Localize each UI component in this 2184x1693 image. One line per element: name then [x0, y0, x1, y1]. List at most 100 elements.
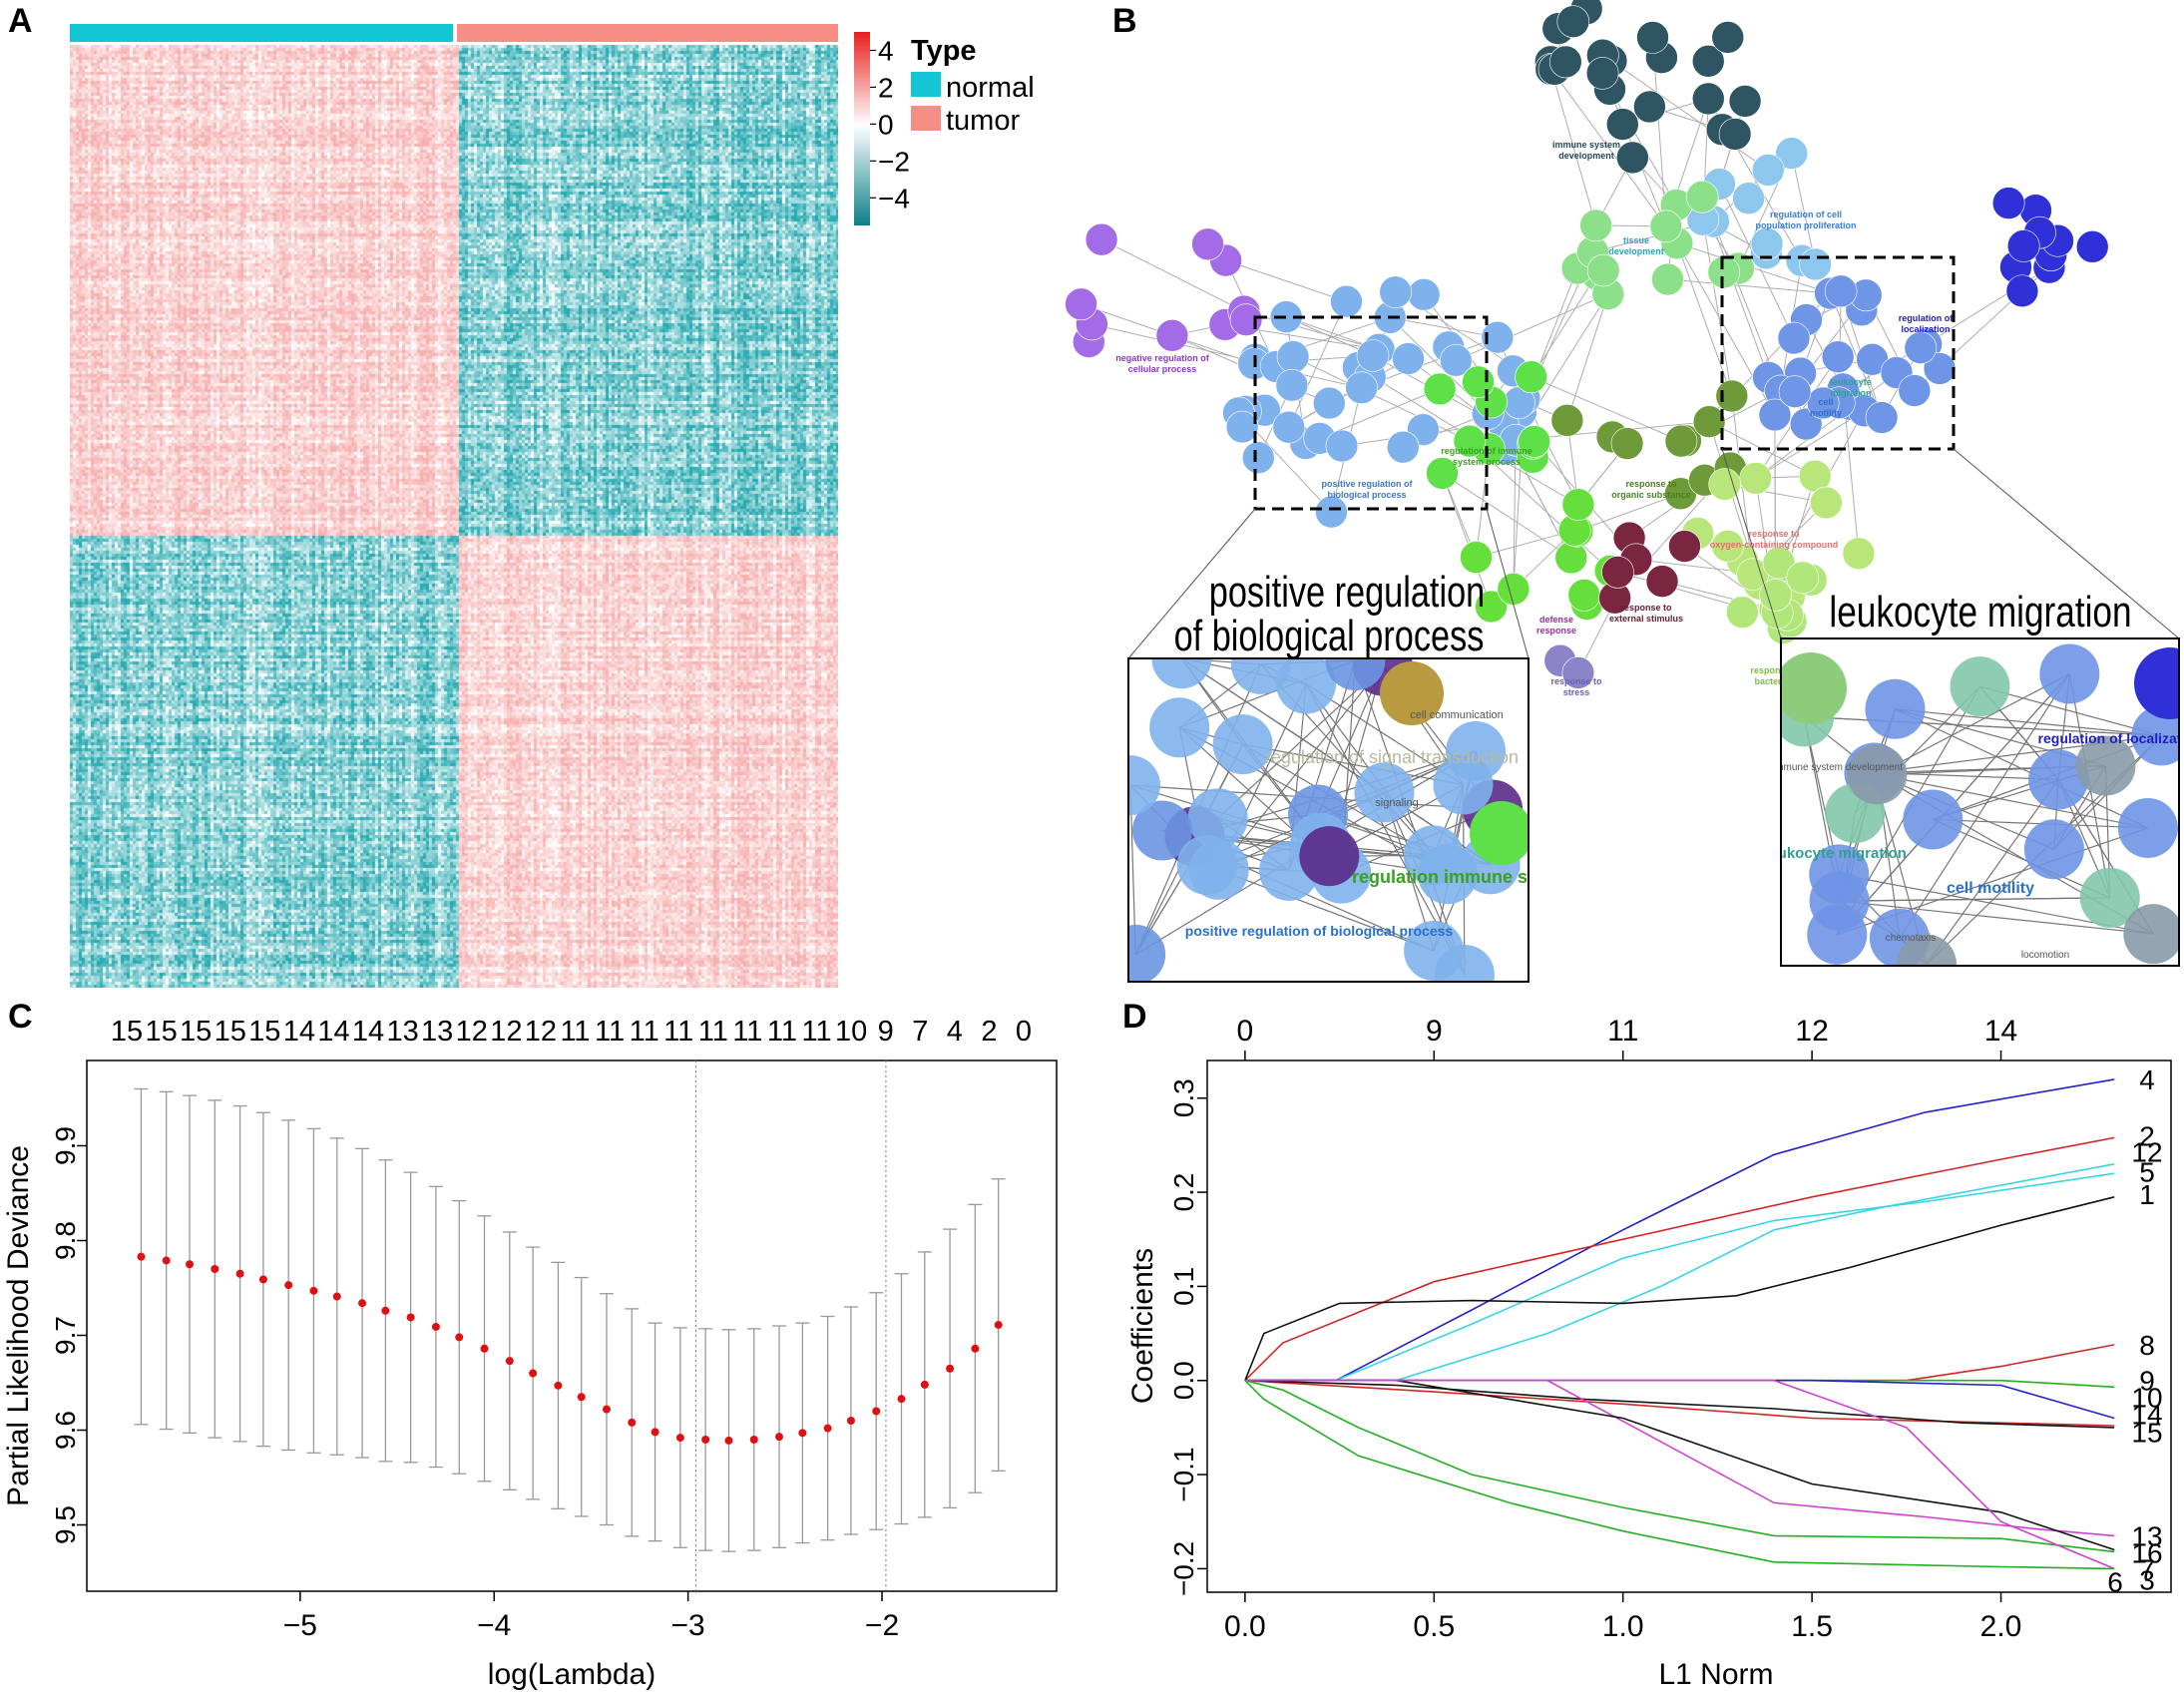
y-tick-label: 9.7 [50, 1316, 81, 1355]
inset-edge [1877, 773, 2149, 829]
inset-edge [1933, 818, 2110, 899]
network-node [1518, 425, 1550, 458]
top-label: 14 [283, 1016, 315, 1048]
cluster-label: tissue [1623, 235, 1649, 245]
x-axis-ticks: 0.0 0.5 1.0 1.5 2.0 [1224, 1592, 2021, 1643]
network-node [1821, 340, 1855, 373]
inset-node [1897, 934, 1958, 966]
network-node [1664, 424, 1698, 458]
top-label: 11 [732, 1016, 762, 1048]
x-axis-ticks: −5 −4 −3 −2 [283, 1591, 899, 1642]
inset-edge [1839, 900, 2154, 935]
inset-node [1354, 762, 1415, 823]
inset-edge [1926, 779, 2059, 965]
coef-line-3 [1244, 1379, 2115, 1570]
inset-node [1128, 924, 1166, 982]
line-label: 15 [2131, 1418, 2162, 1449]
network-node [1649, 210, 1683, 243]
cluster-label: external stimulus [1609, 614, 1683, 624]
network-node [1758, 398, 1792, 432]
inset-node [1151, 658, 1212, 689]
network-node [1777, 321, 1811, 355]
network-node [1601, 556, 1634, 589]
network-edge [1442, 473, 1572, 559]
top-label: 7 [912, 1016, 928, 1048]
network-edge [1100, 238, 1245, 312]
network-node [1191, 227, 1224, 261]
inset-label: cell motility [1947, 880, 2034, 897]
coef-line-7 [1244, 1379, 2115, 1553]
inset-node [1299, 826, 1360, 887]
network-node [2006, 229, 2040, 262]
lambda-min-lines [694, 1060, 887, 1591]
top-tick-label: 9 [1426, 1015, 1443, 1048]
line-label: 12 [2131, 1137, 2162, 1168]
cluster-label: organic substance [1611, 490, 1691, 500]
top-label: 11 [663, 1016, 693, 1048]
network-node [1616, 141, 1649, 175]
network-node [1065, 287, 1097, 321]
network-node [1453, 424, 1487, 458]
network-node [1711, 529, 1745, 563]
zoom-line [1953, 448, 2180, 639]
network-edge [1292, 356, 1471, 442]
cluster-label: population proliferation [1756, 220, 1857, 230]
inset-node [1470, 801, 1529, 865]
deviance-point [455, 1333, 464, 1342]
cluster-label: motility [1810, 408, 1842, 418]
network-node [1085, 222, 1118, 256]
inset-node [1128, 755, 1160, 816]
coefficient-lines [1244, 1078, 2115, 1570]
inset-label: regulation immune sy process [1352, 867, 1611, 887]
network-edge [1530, 376, 1682, 442]
inset-node [1847, 744, 1908, 805]
network-node [1272, 410, 1306, 444]
coef-line-10 [1244, 1379, 2115, 1420]
inset-node [1230, 658, 1291, 694]
network-edge [1390, 316, 1498, 338]
top-label: 4 [947, 1016, 963, 1048]
coef-line-12 [1244, 1163, 2115, 1382]
top-tick-label: 0 [1237, 1015, 1254, 1048]
coef-line-16 [1244, 1379, 2115, 1551]
x-axis-label: L1 Norm [1658, 1658, 1773, 1691]
network-node [1548, 45, 1582, 79]
x-tick-label: 2.0 [1980, 1610, 2022, 1643]
panel-letter-c: C [8, 998, 33, 1036]
cluster-label: negative regulation of [1115, 353, 1210, 363]
network-edge [1676, 242, 1733, 397]
inset-edge [1979, 685, 2162, 736]
network-edge [1225, 259, 1347, 302]
network-edge [1791, 153, 1817, 265]
inset-label: regulation of signal transduction [1265, 747, 1519, 767]
coef-line-2 [1244, 1136, 2115, 1382]
top-label: 11 [560, 1016, 590, 1048]
inset-left-title-2: of biological process [1174, 612, 1485, 660]
network-node [1579, 209, 1612, 242]
top-label: 15 [248, 1016, 280, 1048]
network-node [1379, 275, 1412, 309]
inset-edge [1218, 869, 1435, 952]
heatmap-grid [70, 45, 838, 988]
deviance-point [946, 1364, 955, 1373]
inset-node [1950, 656, 2010, 717]
top-label: 15 [111, 1016, 143, 1048]
line-label: 2 [2139, 1120, 2155, 1151]
inset-node [1809, 844, 1870, 905]
cluster-label: leukocyte [1830, 377, 1872, 387]
cluster-label: development [1608, 246, 1664, 256]
cluster-label: response [1536, 626, 1576, 635]
network-node [1636, 21, 1669, 54]
line-label: 9 [2139, 1366, 2155, 1397]
inset-node [1434, 944, 1495, 982]
network-edge [1550, 69, 1597, 226]
network-node [1312, 386, 1346, 420]
network-node [1668, 530, 1701, 563]
cluster-label: oxygen-containing compound [1710, 540, 1839, 550]
network-node [1786, 561, 1820, 595]
inset-node [1380, 661, 1444, 725]
inset-node [1276, 658, 1337, 714]
network-node [1923, 352, 1957, 385]
inset-node [1417, 844, 1478, 905]
